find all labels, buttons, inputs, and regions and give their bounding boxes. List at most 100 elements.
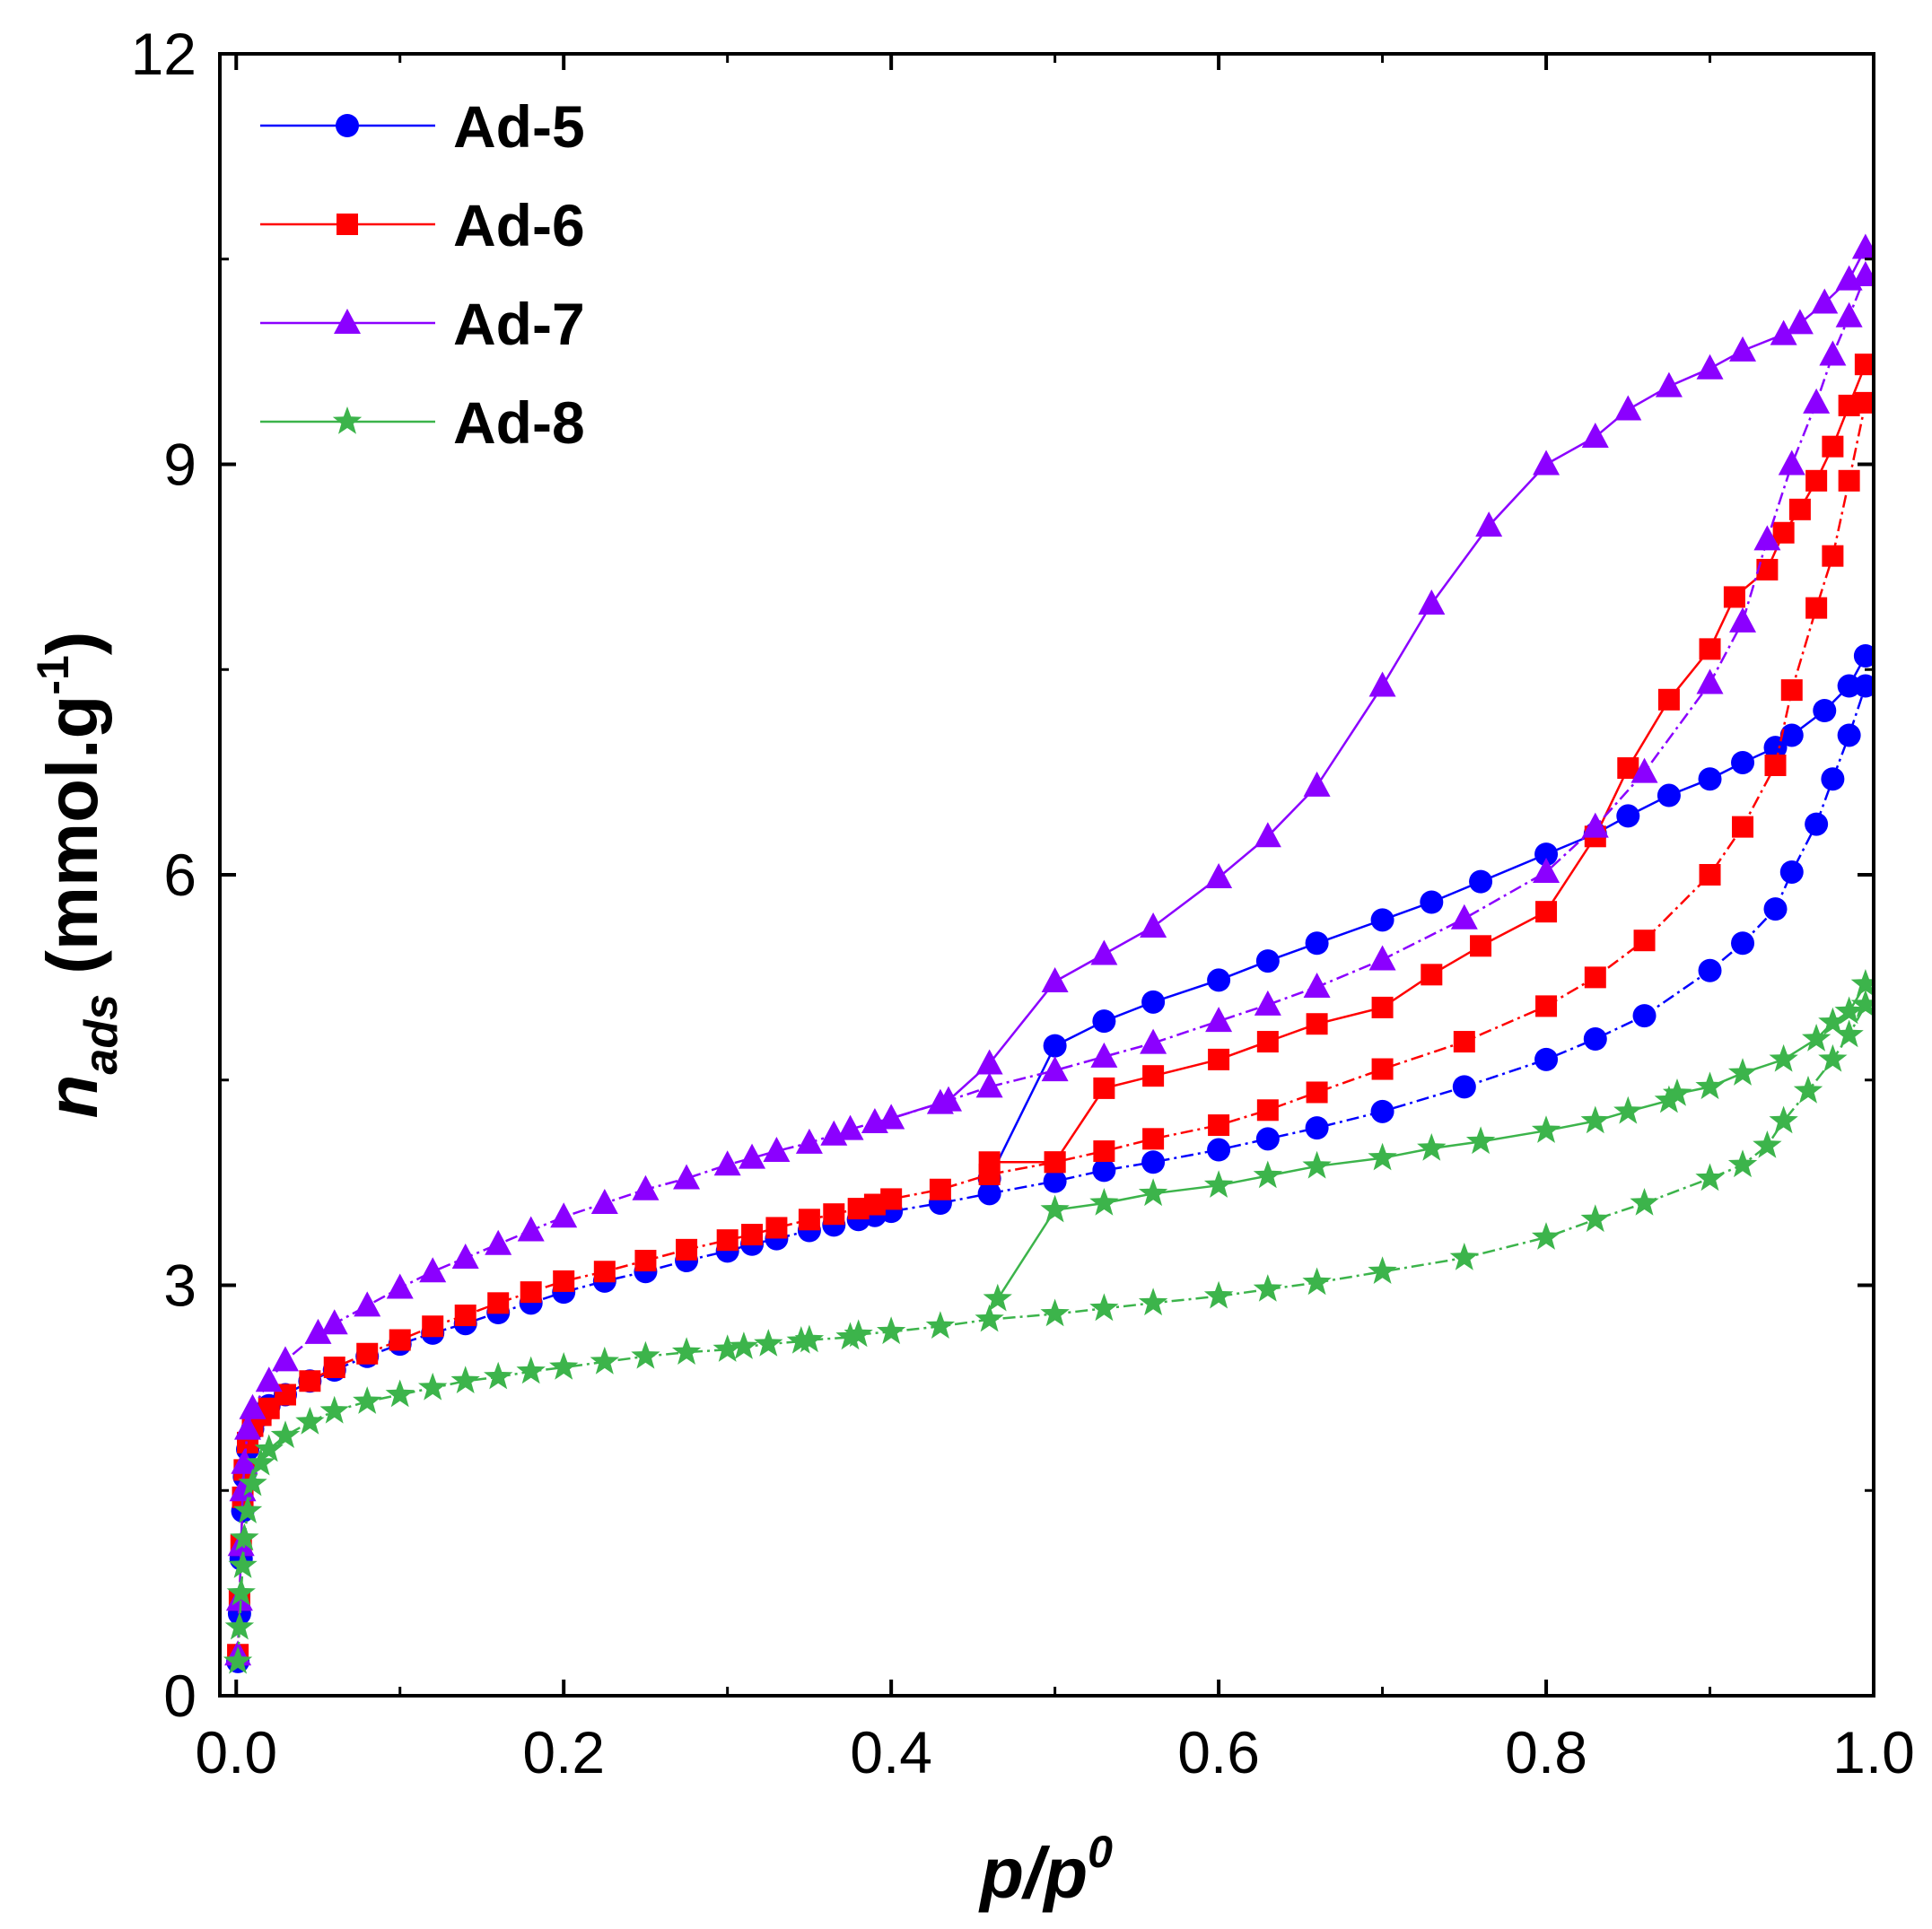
ad-5-desorption-point xyxy=(1207,968,1231,992)
ad-8-adsorption-point xyxy=(516,1356,546,1384)
y-axis-ticks: 0 3 6 9 12 xyxy=(131,21,1874,1729)
ad-7-adsorption-point xyxy=(1835,301,1863,327)
ad-7-adsorption-point xyxy=(1303,973,1331,999)
ad-8-adsorption-point xyxy=(631,1340,660,1369)
legend-marker xyxy=(337,214,358,235)
ad-5-adsorption-point xyxy=(1092,1158,1116,1183)
ad-8-adsorption-point xyxy=(1449,1243,1479,1270)
ad-7-desorption-point xyxy=(1090,939,1118,965)
ad-8-adsorption-point xyxy=(232,1496,263,1523)
ad-7-adsorption-point xyxy=(1803,388,1831,414)
ad-8-desorption-point xyxy=(1662,1078,1692,1106)
ad-8-adsorption-point xyxy=(925,1311,956,1339)
ad-8-adsorption-point xyxy=(224,1611,255,1640)
ad-6-adsorption-point xyxy=(389,1329,411,1351)
legend-label: Ad-5 xyxy=(453,93,585,160)
ad-6-desorption-point xyxy=(1142,1065,1165,1087)
ad-7-adsorption-point xyxy=(239,1393,267,1419)
y-axis-title-main: n xyxy=(32,1075,112,1119)
y-axis-title-unit: (mmol.g xyxy=(32,695,112,974)
ad-6-desorption-point xyxy=(1470,935,1492,957)
ad-8-adsorption-point xyxy=(1727,1149,1758,1178)
ad-5-adsorption-point xyxy=(1583,1027,1607,1051)
ad-5-adsorption-point xyxy=(1698,958,1722,982)
ad-6-adsorption-point xyxy=(823,1203,845,1226)
ad-7-desorption-point xyxy=(975,1049,1003,1075)
ad-6-adsorption-point xyxy=(798,1209,820,1231)
ad-5-desorption-point xyxy=(1305,931,1329,956)
ad-6-desorption-point xyxy=(1421,964,1443,986)
ad-8-adsorption-point xyxy=(877,1316,906,1345)
ad-6-adsorption-point xyxy=(593,1261,616,1283)
ad-5-adsorption-point xyxy=(1805,812,1829,836)
x-tick-label: 0.6 xyxy=(1177,1719,1260,1785)
ad-8-desorption-point xyxy=(1138,1178,1168,1207)
ad-6-adsorption-point xyxy=(356,1342,379,1365)
ad-7-adsorption-point xyxy=(975,1072,1003,1098)
ad-7-adsorption-point xyxy=(517,1216,545,1242)
x-tick-label: 0.8 xyxy=(1505,1719,1587,1785)
ad-7-adsorption-point xyxy=(1090,1042,1118,1068)
ad-7-adsorption-point xyxy=(1729,607,1757,633)
y-axis-title-unit-sup: -1 xyxy=(28,655,78,694)
ad-6-desorption-point xyxy=(1805,469,1828,492)
ad-7-adsorption-point xyxy=(739,1143,766,1169)
ad-6-desorption-point xyxy=(1535,901,1558,923)
ad-6-adsorption-point xyxy=(422,1315,444,1338)
ad-7-adsorption-point xyxy=(673,1164,701,1190)
ad-8-adsorption-point xyxy=(844,1319,873,1348)
ad-6-desorption-point xyxy=(1699,638,1721,660)
ad-6-adsorption-point xyxy=(676,1238,698,1261)
ad-7-desorption-point xyxy=(1729,336,1757,362)
ad-7-desorption-point xyxy=(1254,822,1281,848)
series-layer xyxy=(223,233,1874,1674)
ad-5-adsorption-point xyxy=(1207,1138,1231,1162)
legend-item-ad-6: Ad-6 xyxy=(260,192,585,258)
series-ad-8 xyxy=(223,969,1874,1674)
ad-8-adsorption-point xyxy=(1368,1256,1397,1284)
ad-8-desorption-point xyxy=(1580,1105,1610,1134)
ad-8-adsorption-point xyxy=(1040,1298,1070,1327)
legend-marker xyxy=(332,406,363,434)
ad-8-desorption-point xyxy=(1769,1043,1798,1072)
ad-5-desorption-point xyxy=(1043,1034,1067,1058)
ad-8-desorption-point xyxy=(1089,1188,1119,1216)
ad-7-adsorption-point xyxy=(795,1128,823,1154)
ad-7-adsorption-point xyxy=(836,1114,864,1140)
ad-8-adsorption-point xyxy=(223,1645,253,1674)
legend-marker xyxy=(336,114,359,137)
ad-6-adsorption-point xyxy=(1453,1031,1475,1053)
ad-7-desorption-point xyxy=(1696,354,1724,380)
ad-6-adsorption-point xyxy=(1732,816,1754,838)
ad-8-desorption-point xyxy=(983,1283,1012,1312)
ad-8-desorption-point xyxy=(1531,1115,1561,1143)
y-tick-label: 9 xyxy=(163,432,197,498)
ad-7-desorption-point xyxy=(1835,265,1863,291)
ad-7-adsorption-point xyxy=(234,1414,262,1440)
ad-7-adsorption-point xyxy=(1368,945,1396,971)
ad-7-adsorption-point xyxy=(713,1150,741,1176)
ad-8-adsorption-point xyxy=(1793,1075,1823,1104)
ad-8-adsorption-point xyxy=(794,1324,825,1353)
ad-8-desorption-point xyxy=(1253,1160,1282,1189)
ad-7-adsorption-point xyxy=(632,1174,660,1200)
ad-6-desorption-point xyxy=(1838,394,1860,416)
ad-6-desorption-point xyxy=(1854,354,1874,376)
ad-5-desorption-point xyxy=(1420,890,1444,914)
ad-8-adsorption-point xyxy=(1630,1188,1659,1216)
ad-5-adsorption-point xyxy=(1141,1150,1166,1174)
ad-7-desorption-point xyxy=(1655,371,1683,397)
ad-7-desorption-point xyxy=(1475,511,1503,537)
ad-8-adsorption-point xyxy=(484,1361,513,1390)
ad-8-adsorption-point xyxy=(246,1447,275,1476)
ad-8-adsorption-point xyxy=(1253,1274,1282,1302)
ad-7-adsorption-point xyxy=(1819,340,1847,366)
ad-6-adsorption-point xyxy=(553,1270,575,1292)
ad-6-desorption-point xyxy=(1723,586,1745,608)
ad-5-desorption-point xyxy=(1853,644,1874,668)
ad-6-adsorption-point xyxy=(716,1229,739,1252)
x-tick-label: 0.2 xyxy=(522,1719,605,1785)
series-ad-6 xyxy=(227,354,1874,1666)
ad-7-desorption-point xyxy=(1368,671,1396,697)
ad-7-desorption-point xyxy=(1140,912,1167,938)
